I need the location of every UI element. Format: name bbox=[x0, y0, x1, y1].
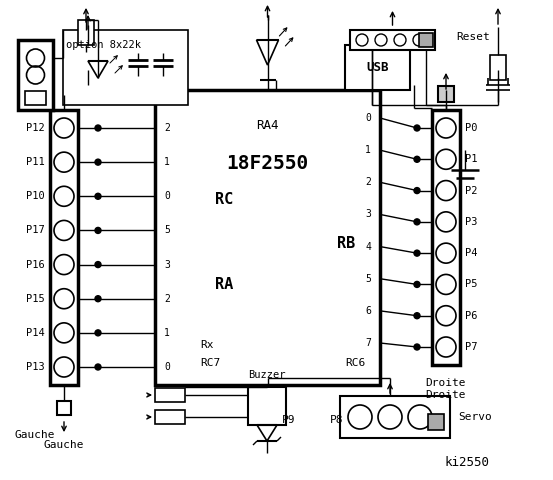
Circle shape bbox=[414, 219, 420, 225]
Bar bbox=[438, 86, 454, 102]
Text: ki2550: ki2550 bbox=[445, 456, 490, 468]
Text: RC6: RC6 bbox=[345, 358, 365, 368]
Bar bbox=[155, 90, 380, 385]
Text: RB: RB bbox=[337, 236, 355, 251]
Bar bbox=[428, 414, 444, 430]
Text: P8: P8 bbox=[330, 415, 344, 425]
Circle shape bbox=[95, 330, 101, 336]
Text: P17: P17 bbox=[26, 226, 45, 235]
Text: 1: 1 bbox=[365, 145, 371, 155]
Text: 3: 3 bbox=[365, 209, 371, 219]
Circle shape bbox=[95, 159, 101, 165]
Text: Droite: Droite bbox=[426, 390, 466, 400]
Text: 2: 2 bbox=[365, 177, 371, 187]
Text: P5: P5 bbox=[465, 279, 477, 289]
Text: Rx: Rx bbox=[200, 340, 213, 350]
Text: 0: 0 bbox=[164, 362, 170, 372]
Text: P4: P4 bbox=[465, 248, 477, 258]
Text: Gauche: Gauche bbox=[44, 440, 84, 450]
Bar bbox=[80, 45, 96, 70]
Bar bbox=[63, 30, 188, 105]
Text: P16: P16 bbox=[26, 260, 45, 270]
Text: P13: P13 bbox=[26, 362, 45, 372]
Circle shape bbox=[95, 364, 101, 370]
Text: P3: P3 bbox=[465, 217, 477, 227]
Bar bbox=[490, 55, 506, 80]
Text: 0: 0 bbox=[365, 113, 371, 123]
Bar bbox=[57, 401, 71, 415]
Text: 1: 1 bbox=[164, 328, 170, 338]
Text: option 8x22k: option 8x22k bbox=[65, 40, 140, 50]
Text: 5: 5 bbox=[164, 226, 170, 235]
Bar bbox=[18, 40, 53, 110]
Text: 7: 7 bbox=[365, 338, 371, 348]
Bar bbox=[155, 410, 185, 424]
Text: RC7: RC7 bbox=[200, 358, 220, 368]
Circle shape bbox=[95, 296, 101, 302]
Text: RC: RC bbox=[215, 192, 233, 207]
Text: 0: 0 bbox=[164, 192, 170, 201]
Bar bbox=[345, 45, 410, 90]
Circle shape bbox=[95, 262, 101, 267]
Text: P10: P10 bbox=[26, 192, 45, 201]
Text: P7: P7 bbox=[465, 342, 477, 352]
Circle shape bbox=[414, 188, 420, 193]
Text: 2: 2 bbox=[164, 123, 170, 133]
Text: Gauche: Gauche bbox=[15, 430, 55, 440]
Text: P6: P6 bbox=[465, 311, 477, 321]
Circle shape bbox=[95, 228, 101, 233]
Bar bbox=[155, 388, 185, 402]
Text: 4: 4 bbox=[365, 241, 371, 252]
Text: P14: P14 bbox=[26, 328, 45, 338]
Bar bbox=[340, 396, 450, 438]
Bar bbox=[248, 387, 286, 425]
Bar bbox=[432, 110, 460, 365]
Bar bbox=[78, 20, 94, 45]
Text: P0: P0 bbox=[465, 123, 477, 133]
Text: P12: P12 bbox=[26, 123, 45, 133]
Text: 18F2550: 18F2550 bbox=[226, 154, 309, 173]
Text: 1: 1 bbox=[164, 157, 170, 167]
Circle shape bbox=[414, 250, 420, 256]
Text: 2: 2 bbox=[164, 294, 170, 304]
Circle shape bbox=[414, 125, 420, 131]
Text: P9: P9 bbox=[282, 415, 296, 425]
Text: P1: P1 bbox=[465, 154, 477, 164]
Text: Reset: Reset bbox=[456, 32, 490, 42]
Text: USB: USB bbox=[366, 61, 389, 74]
Circle shape bbox=[414, 156, 420, 162]
Circle shape bbox=[95, 125, 101, 131]
Circle shape bbox=[414, 312, 420, 319]
Bar bbox=[419, 33, 433, 47]
Text: Servo: Servo bbox=[458, 412, 492, 422]
Bar bbox=[25, 91, 46, 105]
Circle shape bbox=[414, 344, 420, 350]
Circle shape bbox=[95, 193, 101, 199]
Text: RA: RA bbox=[215, 277, 233, 292]
Text: 6: 6 bbox=[365, 306, 371, 316]
Bar bbox=[350, 30, 435, 50]
Text: Buzzer: Buzzer bbox=[248, 370, 286, 380]
Text: RA4: RA4 bbox=[256, 119, 279, 132]
Text: P15: P15 bbox=[26, 294, 45, 304]
Text: P2: P2 bbox=[465, 186, 477, 195]
Text: 3: 3 bbox=[164, 260, 170, 270]
Text: 5: 5 bbox=[365, 274, 371, 284]
Bar bbox=[50, 110, 78, 385]
Text: P11: P11 bbox=[26, 157, 45, 167]
Circle shape bbox=[414, 281, 420, 288]
Text: Droite: Droite bbox=[426, 378, 466, 388]
